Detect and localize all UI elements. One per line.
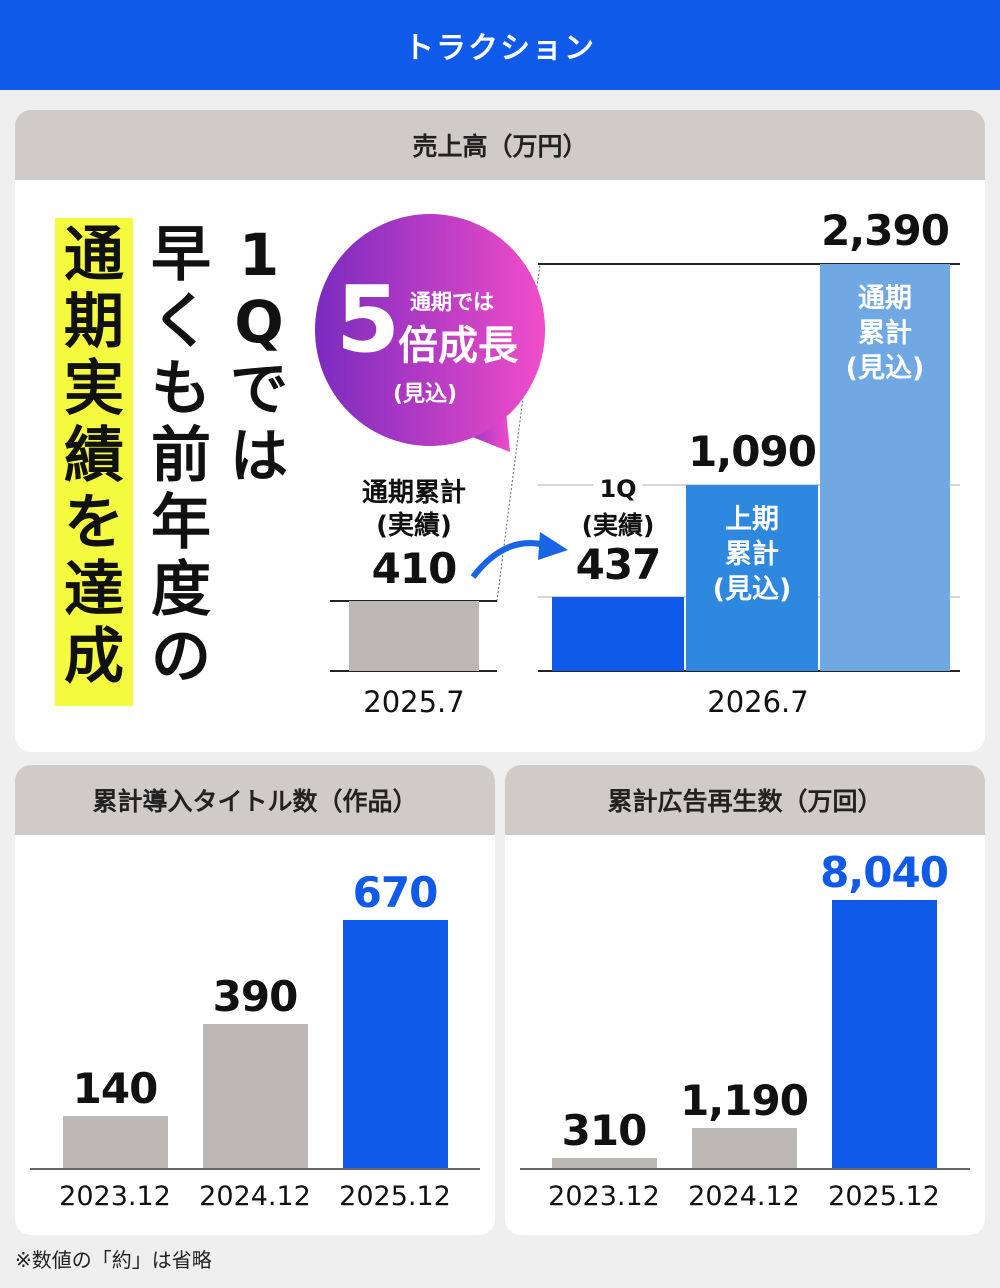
footnote: ※数値の「約」は省略 <box>15 1248 212 1272</box>
headline-char: 度 <box>151 555 211 625</box>
headline-char: く <box>151 287 211 357</box>
headline-char: 早 <box>151 220 211 290</box>
x-tick-label: 2023.12 <box>59 1181 171 1212</box>
gridline <box>538 262 960 265</box>
headline-highlight <box>55 218 133 706</box>
x-tick-label: 2024.12 <box>199 1181 311 1212</box>
headline-char: 通 <box>64 220 124 290</box>
page-title: トラクション <box>404 31 596 66</box>
value-label: 437 <box>575 540 662 589</box>
headline-column-2: 早くも前年度の <box>148 222 214 691</box>
bar <box>552 1157 657 1168</box>
page-header: トラクション <box>0 0 1000 90</box>
bar <box>63 1116 168 1168</box>
baseline <box>520 1168 970 1170</box>
bar-label: 1Q <box>593 474 643 504</box>
headline-char: Q <box>234 288 284 356</box>
x-tick-label: 2025.7 <box>363 685 465 719</box>
bar-label: (見込) <box>845 352 925 384</box>
bubble-big-number: 5 <box>336 266 401 373</box>
bubble-small-text: 通期では <box>410 290 494 314</box>
value-label: 8,040 <box>820 848 949 898</box>
bar-label: 上期 <box>725 504 779 536</box>
headline-char: 達 <box>64 555 124 625</box>
bubble-main-text: 倍成長 <box>398 323 518 369</box>
bar-2025-7 <box>349 601 479 671</box>
baseline <box>30 1168 480 1170</box>
bar-label: (実績) <box>376 511 452 541</box>
value-label: 410 <box>371 544 458 593</box>
value-label: 310 <box>561 1105 648 1155</box>
value-label: 2,390 <box>821 205 950 255</box>
baseline <box>330 670 497 672</box>
plays-card-title: 累計広告再生数（万回） <box>505 765 985 835</box>
value-label: 140 <box>72 1064 159 1114</box>
headline-char: も <box>151 354 211 424</box>
bar-2026-7-2 <box>820 263 950 671</box>
x-tick-label: 2025.12 <box>339 1181 451 1212</box>
headline-char: 年 <box>151 488 211 558</box>
bar-label: (実績) <box>581 511 655 540</box>
baseline <box>538 670 960 672</box>
headline-char: 績 <box>64 421 124 491</box>
x-tick-label: 2025.12 <box>828 1181 940 1212</box>
headline-char: 前 <box>151 421 211 491</box>
value-label: 1,090 <box>688 427 817 477</box>
bar-label: 累計 <box>725 539 779 571</box>
bar-label: (見込) <box>712 574 792 606</box>
titles-card-title: 累計導入タイトル数（作品） <box>15 765 495 835</box>
bar <box>343 920 448 1168</box>
bar <box>203 1023 308 1168</box>
headline-char: 実 <box>64 354 124 424</box>
growth-arrow <box>470 540 546 579</box>
bar-label: 通期累計 <box>361 478 467 508</box>
headline-char: は <box>229 422 288 490</box>
arrow-head-icon <box>538 532 568 560</box>
headline-char: を <box>64 488 124 558</box>
headline-char: の <box>151 622 211 692</box>
bar <box>832 900 937 1168</box>
bar-label: 累計 <box>858 317 912 349</box>
dashed-connector <box>496 263 541 602</box>
x-tick-label: 2026.7 <box>707 685 809 719</box>
headline-char: 期 <box>64 287 124 357</box>
headline-char: 成 <box>64 622 124 692</box>
bar-2026-7-1 <box>686 485 818 671</box>
headline-column-3: 通期実績を達成 <box>55 222 133 691</box>
value-label: 390 <box>212 971 299 1021</box>
bar <box>692 1128 797 1168</box>
revenue-card-title: 売上高（万円） <box>15 110 985 180</box>
value-label: 670 <box>352 868 439 918</box>
bar-2026-7-0 <box>552 596 684 671</box>
headline-char: 1 <box>238 221 280 289</box>
headline-char: で <box>229 355 288 423</box>
bar-label: 通期 <box>858 282 912 314</box>
x-tick-label: 2023.12 <box>548 1181 660 1212</box>
value-label: 1,190 <box>680 1076 809 1126</box>
x-tick-label: 2024.12 <box>688 1181 800 1212</box>
growth-bubble <box>315 214 545 446</box>
bubble-note: (見込) <box>393 382 458 407</box>
